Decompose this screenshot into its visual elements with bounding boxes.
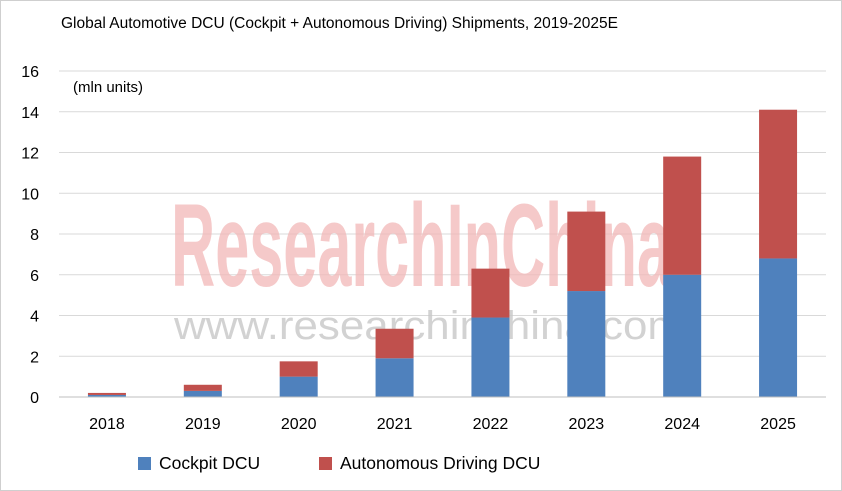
bar-autonomous-driving-dcu xyxy=(87,392,126,395)
bar-cockpit-dcu xyxy=(663,274,702,397)
bar-autonomous-driving-dcu xyxy=(471,268,510,318)
bar-cockpit-dcu xyxy=(567,291,606,397)
x-tick-label: 2025 xyxy=(760,416,796,433)
y-tick-label: 0 xyxy=(30,390,39,407)
bar-autonomous-driving-dcu xyxy=(759,109,798,259)
x-tick-label: 2024 xyxy=(664,416,700,433)
x-tick-label: 2019 xyxy=(185,416,221,433)
legend-item-autonomous: Autonomous Driving DCU xyxy=(319,453,540,474)
y-tick-label: 6 xyxy=(30,268,39,285)
x-tick-label: 2020 xyxy=(281,416,317,433)
axes: 0 2 4 6 8 10 12 14 16 2018 2019 2020 2021 2022 2023 202… xyxy=(21,64,826,433)
bar-cockpit-dcu xyxy=(183,390,222,397)
bar-autonomous-driving-dcu xyxy=(183,384,222,391)
bar-cockpit-dcu xyxy=(759,258,798,397)
legend-item-cockpit: Cockpit DCU xyxy=(138,453,260,474)
bar-cockpit-dcu xyxy=(471,317,510,397)
unit-note: (mln units) xyxy=(73,79,144,96)
y-tick-label: 2 xyxy=(30,349,39,366)
y-tick-label: 16 xyxy=(21,64,39,81)
watermark: ResearchInChina www.researchinchina.com xyxy=(171,180,684,348)
bar-autonomous-driving-dcu xyxy=(375,328,414,359)
y-tick-label: 10 xyxy=(21,186,39,203)
bar-autonomous-driving-dcu xyxy=(663,156,702,275)
watermark-url: www.researchinchina.com xyxy=(173,304,684,348)
chart-title: Global Automotive DCU (Cockpit + Autonom… xyxy=(61,15,618,32)
legend-swatch-cockpit xyxy=(138,457,151,470)
bars xyxy=(87,109,798,397)
bar-cockpit-dcu xyxy=(279,376,318,397)
x-tick-label: 2018 xyxy=(89,416,125,433)
x-tick-label: 2021 xyxy=(377,416,413,433)
y-tick-label: 12 xyxy=(21,146,39,163)
legend-swatch-autonomous xyxy=(319,457,332,470)
legend-label-cockpit: Cockpit DCU xyxy=(159,453,261,473)
chart-plot: ResearchInChina www.researchinchina.com … xyxy=(21,64,826,433)
bar-autonomous-driving-dcu xyxy=(567,211,606,292)
bar-cockpit-dcu xyxy=(375,358,414,397)
y-tick-label: 8 xyxy=(30,227,39,244)
legend-label-autonomous: Autonomous Driving DCU xyxy=(340,453,541,473)
bar-autonomous-driving-dcu xyxy=(279,361,318,377)
bar-cockpit-dcu xyxy=(87,394,126,397)
x-tick-label: 2022 xyxy=(473,416,509,433)
x-tick-label: 2023 xyxy=(569,416,605,433)
y-tick-label: 4 xyxy=(30,309,39,326)
y-tick-label: 14 xyxy=(21,105,39,122)
legend: Cockpit DCU Autonomous Driving DCU xyxy=(1,453,841,479)
